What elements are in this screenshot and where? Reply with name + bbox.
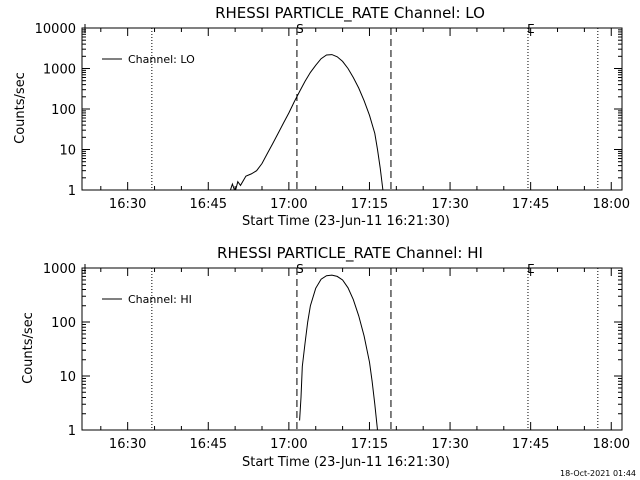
x-axis-label-lo: Start Time (23-Jun-11 16:21:30) (242, 214, 450, 229)
x-tick-label: 16:30 (109, 197, 146, 212)
legend-label-hi: Channel: HI (128, 293, 192, 306)
x-tick-label: 16:30 (109, 437, 146, 452)
y-tick-label: 100 (51, 316, 76, 331)
legend-label-lo: Channel: LO (128, 53, 195, 66)
marker-label: S (296, 262, 304, 276)
y-tick-label: 10000 (35, 22, 76, 37)
x-tick-label: 16:45 (190, 197, 227, 212)
marker-label: E (527, 262, 535, 276)
marker-label: S (296, 22, 304, 36)
series-line-hi (299, 274, 378, 430)
chart-title-lo: RHESSI PARTICLE_RATE Channel: LO (215, 4, 485, 23)
x-tick-label: 16:45 (190, 437, 227, 452)
generation-timestamp: 18-Oct-2021 01:44 (560, 469, 636, 478)
y-tick-label: 1000 (43, 63, 76, 78)
plot-frame-hi (81, 267, 623, 431)
x-tick-label: 17:15 (351, 197, 388, 212)
lo-channel-panel: RHESSI PARTICLE_RATE Channel: LO Start T… (13, 4, 630, 229)
y-axis-label-hi: Counts/sec (21, 312, 36, 384)
y-tick-label: 100 (51, 103, 76, 118)
series-line-lo (229, 54, 384, 190)
x-tick-label: 18:00 (593, 197, 630, 212)
x-tick-label: 17:00 (270, 437, 307, 452)
x-tick-label: 17:30 (431, 437, 468, 452)
x-tick-label: 17:15 (351, 437, 388, 452)
x-tick-label: 17:45 (512, 197, 549, 212)
y-tick-label: 1000 (43, 262, 76, 277)
y-tick-label: 1 (68, 184, 76, 199)
x-axis-label-hi: Start Time (23-Jun-11 16:21:30) (242, 455, 450, 470)
hi-channel-panel: RHESSI PARTICLE_RATE Channel: HI Start T… (21, 244, 630, 470)
x-tick-label: 17:45 (512, 437, 549, 452)
x-tick-label: 18:00 (593, 437, 630, 452)
y-tick-label: 10 (59, 370, 76, 385)
x-tick-label: 17:30 (431, 197, 468, 212)
marker-label: E (527, 22, 535, 36)
x-tick-label: 17:00 (270, 197, 307, 212)
y-axis-label-lo: Counts/sec (13, 72, 28, 144)
chart-title-hi: RHESSI PARTICLE_RATE Channel: HI (217, 244, 483, 263)
y-tick-label: 1 (68, 424, 76, 439)
y-tick-label: 10 (59, 144, 76, 159)
